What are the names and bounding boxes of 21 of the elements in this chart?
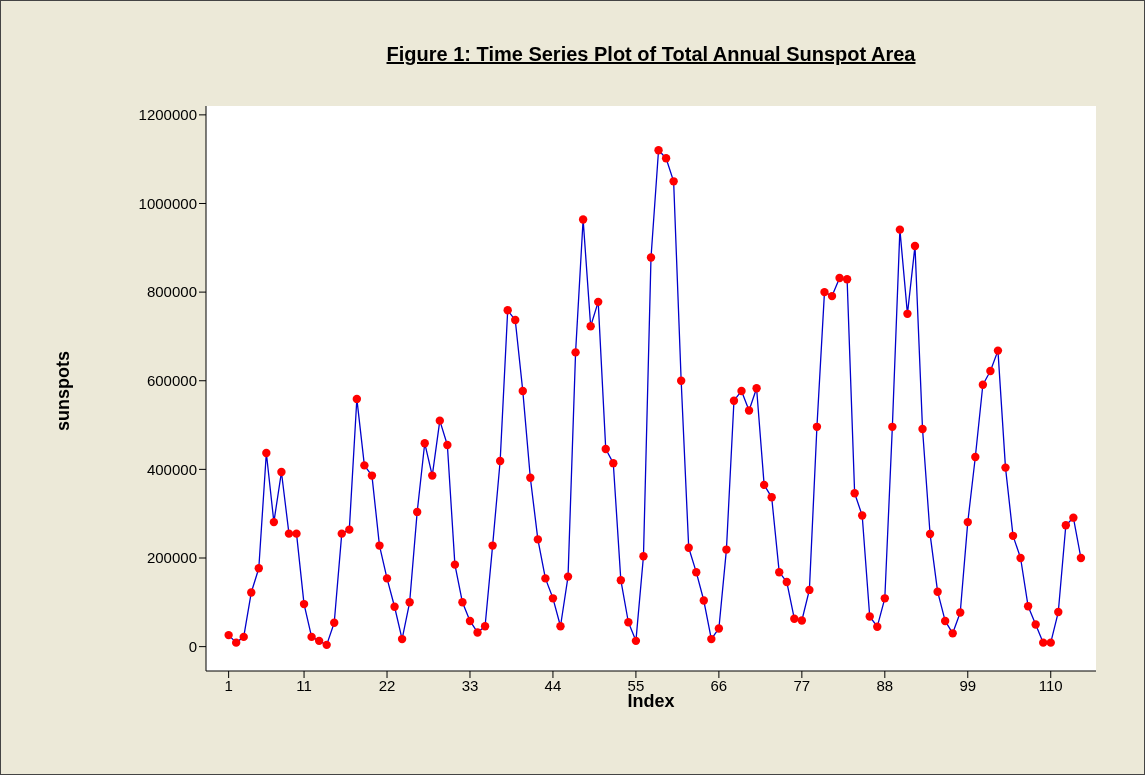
x-axis-title: Index (627, 691, 675, 711)
x-tick-label: 88 (876, 676, 894, 694)
chart-title: Figure 1: Time Series Plot of Total Annual Sunspot Area (385, 43, 917, 66)
x-tick-label: 110 (1038, 676, 1063, 694)
y-tick-label: 1200000 (138, 106, 197, 124)
x-tick-label: 55 (627, 676, 645, 694)
y-tick-label: 1000000 (138, 194, 197, 212)
y-tick-label: 600000 (146, 372, 197, 390)
x-tick-label: 11 (296, 676, 312, 694)
y-tick-label: 0 (188, 637, 197, 655)
y-axis-title: sunspots (52, 350, 74, 432)
y-tick-label: 400000 (146, 460, 197, 478)
x-tick-label: 33 (461, 676, 479, 694)
y-tick-label: 800000 (146, 283, 197, 301)
y-tick-label: 200000 (146, 549, 197, 567)
x-tick-label: 44 (544, 676, 562, 694)
x-tick-label: 22 (378, 676, 396, 694)
x-tick-label: 66 (710, 676, 728, 694)
x-tick-label: 77 (793, 676, 811, 694)
x-tick-label: 99 (959, 676, 977, 694)
x-tick-label: 1 (224, 676, 233, 694)
